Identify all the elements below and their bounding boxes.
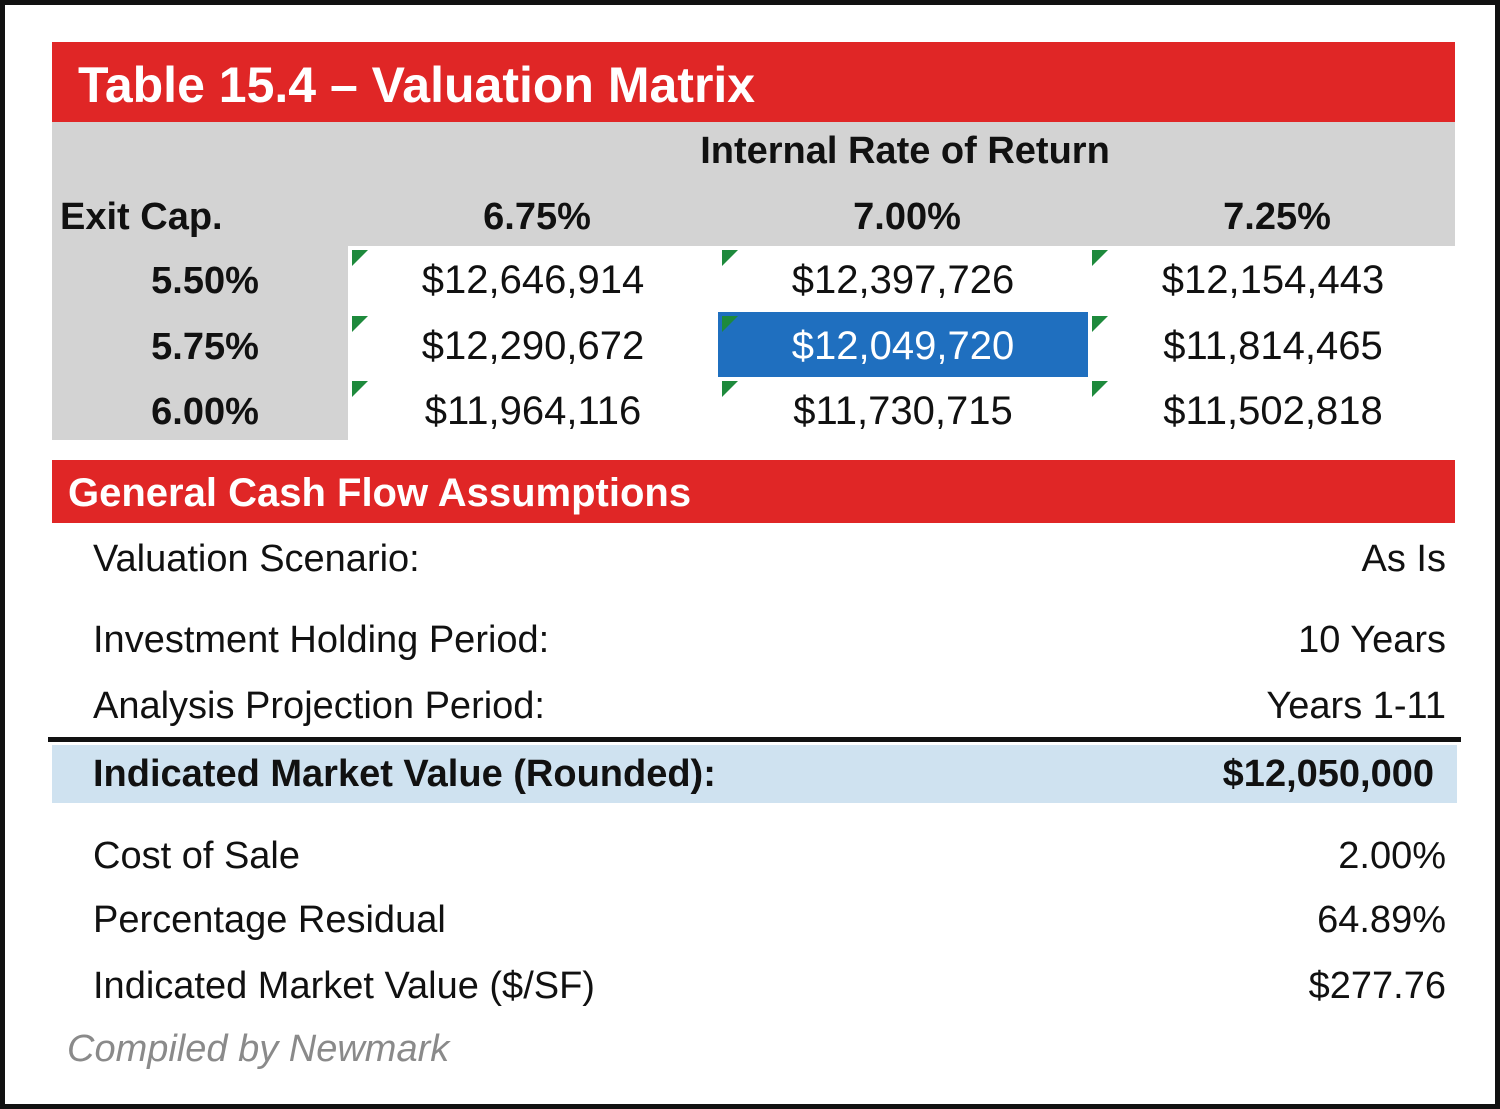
- assumption-label: Analysis Projection Period:: [93, 685, 545, 727]
- matrix-cell-selected: $12,049,720: [718, 312, 1088, 377]
- assumption-value: 2.00%: [1338, 835, 1446, 877]
- note-marker-icon: [352, 381, 368, 397]
- row-header-bg: [52, 246, 348, 440]
- assumption-value: 64.89%: [1317, 899, 1446, 941]
- source-note: Compiled by Newmark: [67, 1028, 450, 1070]
- row-header: 5.75%: [151, 326, 259, 368]
- assumption-label: Indicated Market Value ($/SF): [93, 965, 595, 1007]
- matrix-cell: $12,290,672: [348, 312, 718, 377]
- matrix-cell: $12,646,914: [348, 246, 718, 311]
- matrix-cell: $12,397,726: [718, 246, 1088, 311]
- irr-header: Internal Rate of Return: [700, 130, 1110, 172]
- matrix-cell: $11,964,116: [348, 377, 718, 442]
- col-header: 7.00%: [853, 196, 961, 238]
- section-title: General Cash Flow Assumptions: [52, 460, 1455, 523]
- assumption-value: $277.76: [1308, 965, 1446, 1007]
- note-marker-icon: [352, 250, 368, 266]
- note-marker-icon: [1092, 381, 1108, 397]
- divider: [48, 737, 1461, 742]
- assumption-value: 10 Years: [1298, 619, 1446, 661]
- matrix-cell: $11,502,818: [1088, 377, 1458, 442]
- exit-cap-header: Exit Cap.: [60, 196, 223, 238]
- note-marker-icon: [1092, 250, 1108, 266]
- matrix-cell: $11,730,715: [718, 377, 1088, 442]
- indicated-value-band: [52, 745, 1457, 803]
- note-marker-icon: [722, 381, 738, 397]
- note-marker-icon: [352, 316, 368, 332]
- note-marker-icon: [722, 250, 738, 266]
- note-marker-icon: [722, 316, 738, 332]
- assumption-value: Years 1-11: [1266, 685, 1446, 727]
- assumption-label: Cost of Sale: [93, 835, 300, 877]
- assumption-value: As Is: [1361, 538, 1446, 580]
- indicated-value: $12,050,000: [1222, 753, 1434, 795]
- row-header: 6.00%: [151, 391, 259, 433]
- row-header: 5.50%: [151, 260, 259, 302]
- note-marker-icon: [1092, 316, 1108, 332]
- matrix-cell: $11,814,465: [1088, 312, 1458, 377]
- matrix-header-bg: [52, 122, 1455, 246]
- table-title: Table 15.4 – Valuation Matrix: [52, 42, 1455, 122]
- assumption-label: Investment Holding Period:: [93, 619, 550, 661]
- assumption-label: Percentage Residual: [93, 899, 446, 941]
- assumption-label: Valuation Scenario:: [93, 538, 420, 580]
- col-header: 7.25%: [1223, 196, 1331, 238]
- indicated-value-label: Indicated Market Value (Rounded):: [93, 753, 716, 795]
- matrix-cell: $12,154,443: [1088, 246, 1458, 311]
- col-header: 6.75%: [483, 196, 591, 238]
